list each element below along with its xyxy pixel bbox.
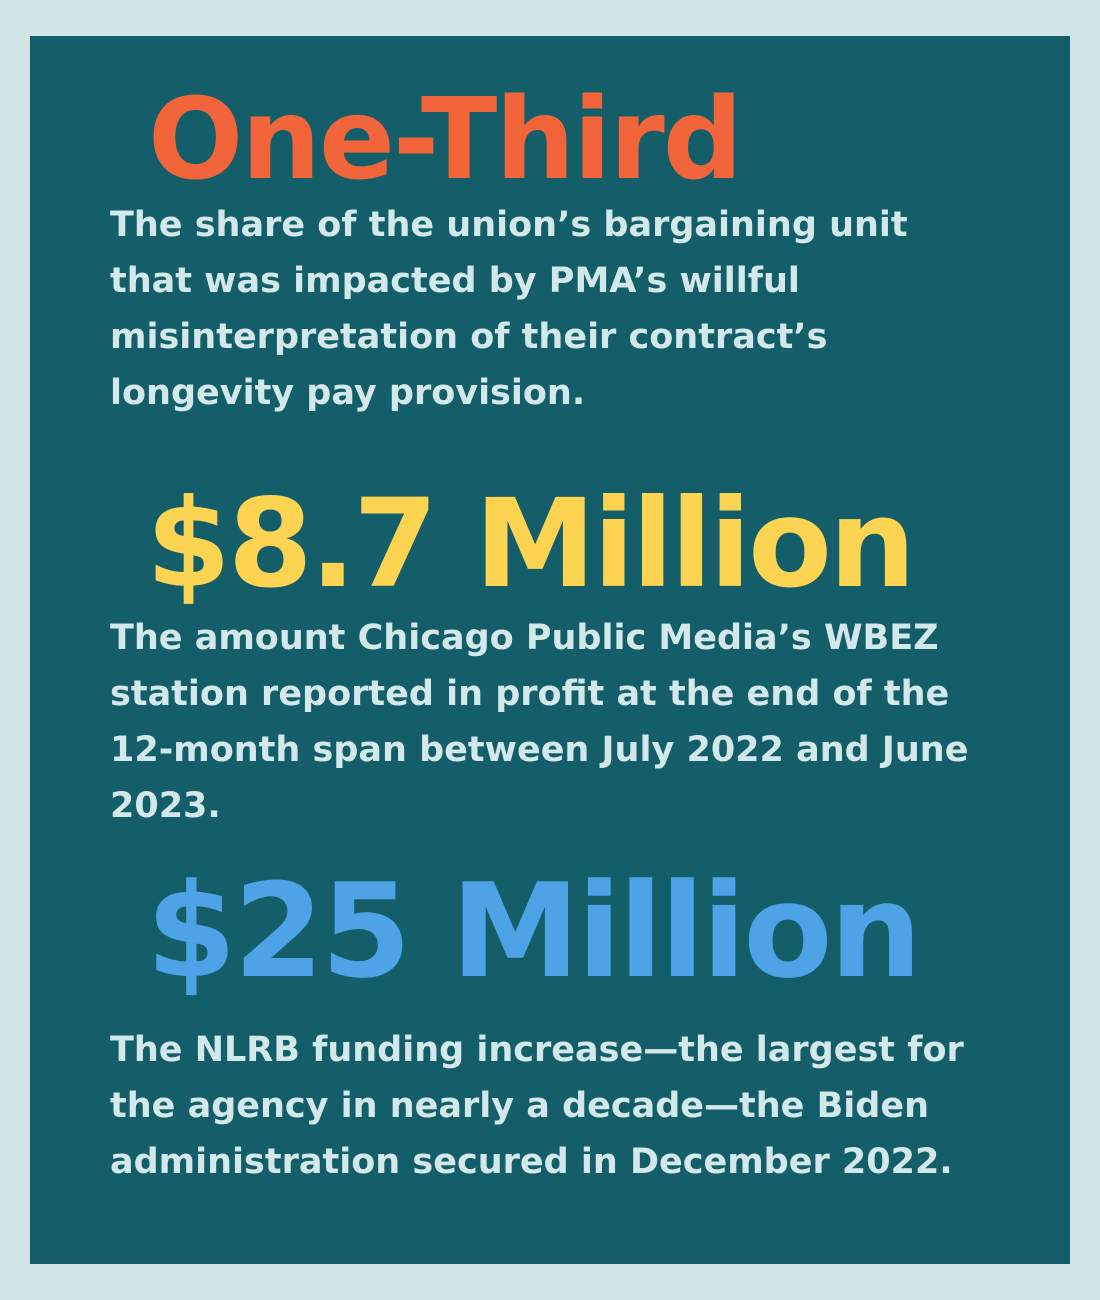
stat-caption: The share of the union’s bargaining unit…: [110, 197, 1010, 421]
stat-figure: One-Third: [148, 75, 743, 205]
caption-line: The NLRB funding increase—the largest fo…: [110, 1030, 964, 1070]
caption-line: station reported in profit at the end of…: [110, 674, 950, 714]
caption-line: 2023.: [110, 786, 221, 826]
caption-line: that was impacted by PMA’s willful: [110, 261, 800, 301]
stats-panel: One-Third The share of the union’s barga…: [30, 36, 1070, 1264]
caption-line: The share of the union’s bargaining unit: [110, 205, 908, 245]
caption-line: 12-month span between July 2022 and June: [110, 730, 969, 770]
stat-caption: The NLRB funding increase—the largest fo…: [110, 1022, 1010, 1190]
stat-figure: $25 Million: [146, 855, 922, 1007]
stat-figure: $8.7 Million: [146, 473, 916, 615]
caption-line: misinterpretation of their contract’s: [110, 317, 828, 357]
caption-line: the agency in nearly a decade—the Biden: [110, 1086, 929, 1126]
caption-line: longevity pay provision.: [110, 373, 586, 413]
caption-line: The amount Chicago Public Media’s WBEZ: [110, 618, 939, 658]
stat-caption: The amount Chicago Public Media’s WBEZ s…: [110, 610, 1010, 834]
caption-line: administration secured in December 2022.: [110, 1142, 953, 1182]
